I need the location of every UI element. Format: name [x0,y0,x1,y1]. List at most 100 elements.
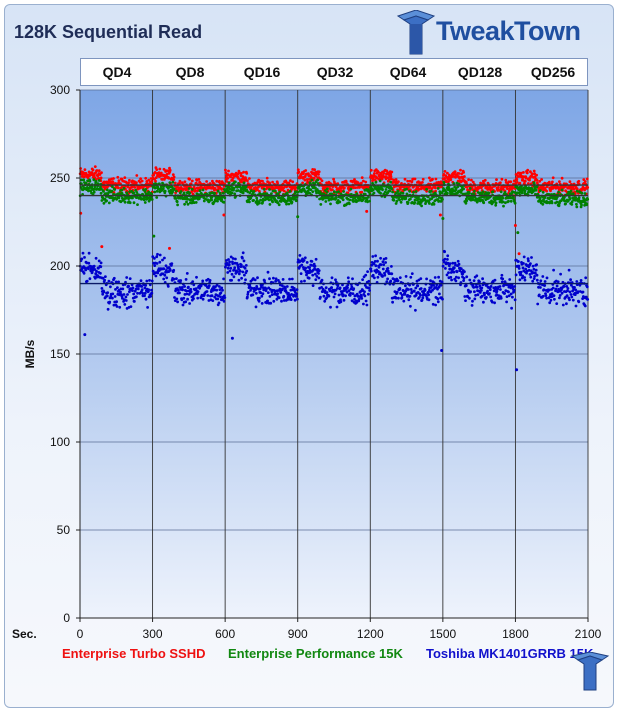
data-point [278,190,281,194]
data-point [275,297,279,301]
data-point [292,287,296,290]
data-point [228,260,232,264]
data-point [523,179,527,183]
data-point [241,191,245,195]
data-point [512,179,516,183]
data-point [211,299,215,302]
data-point [528,273,532,276]
data-point [129,305,133,308]
data-point [280,198,283,202]
data-point [277,279,280,282]
data-point [398,198,401,202]
data-point [360,181,363,185]
data-point [317,170,321,174]
data-point [98,173,102,176]
data-point [246,290,250,294]
data-point [237,278,241,282]
data-point [394,191,398,195]
data-point [236,189,240,192]
data-point [520,276,524,280]
data-point [353,294,357,297]
data-point [562,285,566,288]
data-point [224,190,228,193]
data-point [517,252,521,256]
data-point [142,198,146,202]
data-point [207,284,211,288]
data-point [183,180,187,184]
data-point [427,293,430,297]
data-point [134,188,138,192]
data-point [365,209,369,213]
data-point [535,173,538,177]
data-point [173,296,176,299]
data-point [525,271,528,275]
data-point [282,294,286,298]
data-point [488,292,491,295]
data-point [447,264,451,268]
data-point [540,178,543,181]
data-point [90,171,94,174]
data-point [565,294,569,298]
data-point [522,255,526,259]
data-point [284,287,287,290]
data-point [462,279,465,282]
data-point [480,294,484,298]
data-point [419,293,422,297]
data-point [231,257,235,260]
data-point [409,288,413,291]
data-point [119,290,122,294]
data-point [459,267,463,271]
data-point [390,187,394,191]
data-point [575,280,579,283]
data-point [162,277,166,281]
data-point [326,187,329,191]
data-point [381,188,384,192]
data-point [572,187,576,191]
data-point [172,277,176,281]
data-point [386,267,390,270]
data-point [424,294,428,297]
data-point [350,299,354,303]
data-point [329,202,332,206]
data-point [164,264,168,268]
data-point [255,199,259,202]
data-point [378,179,382,183]
data-point [156,252,159,256]
data-point [501,187,505,191]
data-point [127,284,130,288]
data-point [465,185,469,189]
data-point [413,177,417,181]
data-point [359,290,363,293]
data-point [208,279,212,282]
data-point [575,189,579,193]
data-point [225,180,229,183]
data-point [410,272,414,275]
data-point [123,303,127,306]
data-point [285,202,288,206]
chart-title: 128K Sequential Read [14,22,203,42]
data-point [109,294,113,298]
data-point [463,270,466,274]
data-point [410,180,414,184]
data-point [135,191,139,194]
data-point [513,224,517,227]
data-point [575,205,579,209]
data-point [150,288,153,292]
data-point [86,176,90,180]
data-point [276,201,279,205]
x-tick-label: 600 [215,627,235,641]
data-point [310,178,314,182]
data-point [243,266,247,270]
data-point [547,180,551,184]
data-point [301,181,304,185]
data-point [432,283,435,287]
tweaktown-logo: TweakTown [396,9,618,58]
data-point [272,299,276,303]
data-point [266,270,270,274]
data-point [328,289,332,293]
data-point [123,200,127,204]
data-point [444,267,447,270]
data-point [437,275,440,279]
data-point [478,284,482,288]
